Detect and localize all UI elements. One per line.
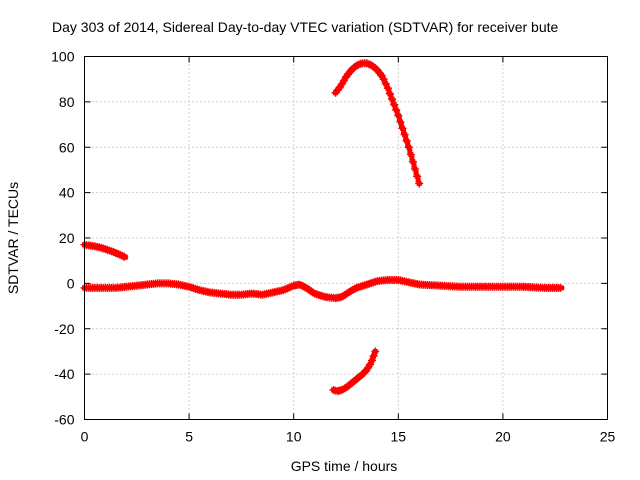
- data-point: [394, 111, 403, 120]
- plot-area: [80, 59, 565, 396]
- data-point: [390, 100, 399, 109]
- data-point: [402, 136, 411, 145]
- chart-title: Day 303 of 2014, Sidereal Day-to-day VTE…: [52, 19, 559, 35]
- x-tick-label: 20: [495, 429, 511, 445]
- data-point: [388, 95, 397, 104]
- series-high-arc: [331, 59, 424, 188]
- data-point: [392, 106, 401, 115]
- y-tick-label: 20: [59, 230, 75, 246]
- data-point: [385, 89, 394, 98]
- data-point: [411, 165, 420, 174]
- axis-ticks: 0 5 10 15 20 25 -60 -40 -20 0 20 40 60 80 100: [51, 49, 615, 445]
- y-tick-label: -20: [54, 321, 74, 337]
- data-point: [398, 124, 407, 133]
- data-point: [400, 130, 409, 139]
- data-point: [413, 172, 422, 181]
- series-trace: [333, 60, 422, 187]
- data-point: [367, 356, 376, 365]
- data-point: [408, 157, 417, 166]
- data-point: [556, 283, 565, 292]
- data-point: [371, 347, 380, 356]
- y-axis-label: SDTVAR / TECUs: [5, 182, 21, 294]
- x-tick-label: 25: [600, 429, 616, 445]
- y-tick-label: -40: [54, 366, 74, 382]
- data-point: [415, 179, 424, 188]
- data-point: [396, 117, 405, 126]
- data-point: [383, 84, 392, 93]
- y-tick-label: 80: [59, 94, 75, 110]
- y-tick-label: 100: [51, 49, 75, 65]
- x-tick-label: 5: [185, 429, 193, 445]
- y-tick-label: -60: [54, 412, 74, 428]
- series-low-arc: [329, 347, 380, 396]
- data-point: [406, 150, 415, 159]
- y-tick-label: 40: [59, 185, 75, 201]
- data-point: [381, 79, 390, 88]
- x-tick-label: 15: [391, 429, 407, 445]
- grid: [84, 56, 608, 420]
- data-point: [120, 252, 129, 261]
- data-point: [357, 370, 366, 379]
- data-point: [404, 143, 413, 152]
- data-point: [366, 360, 375, 369]
- data-point: [379, 75, 388, 84]
- series-main-trace: [80, 275, 565, 303]
- x-tick-label: 10: [286, 429, 302, 445]
- x-tick-label: 0: [81, 429, 89, 445]
- data-point: [369, 351, 378, 360]
- y-tick-label: 0: [67, 275, 75, 291]
- series-early-positive: [80, 240, 129, 261]
- data-point: [350, 284, 359, 293]
- y-tick-label: 60: [59, 139, 75, 155]
- x-axis-label: GPS time / hours: [291, 458, 398, 474]
